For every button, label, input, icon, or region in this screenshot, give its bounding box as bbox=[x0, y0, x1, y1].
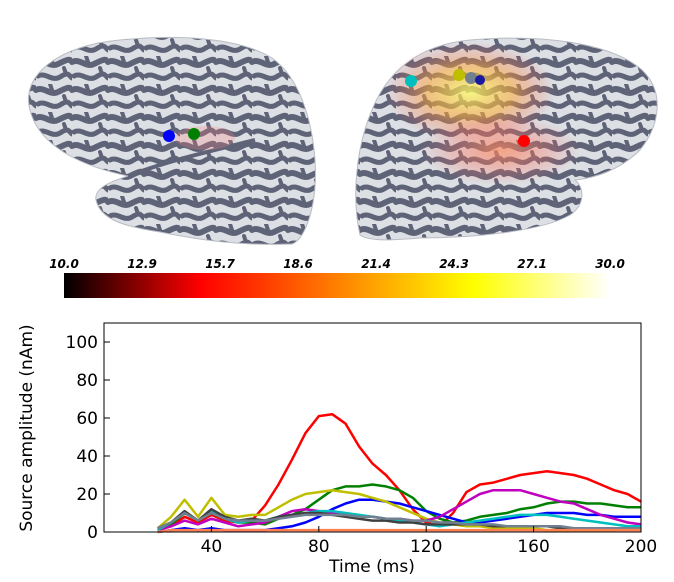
y-axis-label: Source amplitude (nAm) bbox=[17, 324, 37, 531]
series-line-5 bbox=[157, 509, 641, 532]
y-tick-label: 0 bbox=[87, 523, 98, 543]
cyan-sphere-icon bbox=[405, 75, 417, 87]
source-amplitude-chart: 40 80 120 160 200 0 20 40 60 80 100 Time (ms) Sou… bbox=[17, 322, 657, 577]
colorbar-tick-label: 24.3 bbox=[439, 257, 469, 271]
blue-sphere-icon bbox=[163, 130, 175, 142]
colorbar-tick-label: 21.4 bbox=[361, 257, 391, 271]
left-hemisphere bbox=[28, 36, 316, 245]
y-tick-label: 100 bbox=[66, 333, 98, 353]
x-tick-label: 120 bbox=[410, 537, 442, 557]
activation-region-temporal bbox=[420, 115, 580, 185]
brain-surface-renders bbox=[28, 36, 658, 245]
x-axis-ticks: 40 80 120 160 200 bbox=[201, 526, 657, 557]
x-tick-label: 200 bbox=[625, 537, 657, 557]
y-tick-label: 80 bbox=[76, 371, 98, 391]
colorbar-tick-label: 27.1 bbox=[517, 257, 547, 271]
red-sphere-icon bbox=[518, 135, 530, 147]
gray-sphere-icon bbox=[465, 72, 477, 84]
y-tick-label: 40 bbox=[76, 447, 98, 467]
right-hemisphere bbox=[355, 37, 658, 241]
series-line-7 bbox=[157, 511, 641, 530]
x-axis-label: Time (ms) bbox=[328, 557, 415, 577]
colorbar-tick-label: 15.7 bbox=[205, 257, 235, 271]
colorbar-tick-label: 10.0 bbox=[49, 257, 79, 271]
navy-sphere-icon bbox=[475, 75, 485, 85]
x-tick-label: 80 bbox=[308, 537, 330, 557]
colorbar-tick-label: 12.9 bbox=[127, 257, 157, 271]
series-layer bbox=[156, 412, 642, 534]
y-axis-ticks: 0 20 40 60 80 100 bbox=[66, 333, 110, 543]
y-tick-label: 20 bbox=[76, 485, 98, 505]
series-line-4 bbox=[157, 488, 642, 532]
plot-frame bbox=[103, 322, 642, 533]
green-sphere-icon bbox=[188, 128, 200, 140]
colorbar-gradient bbox=[64, 273, 610, 298]
colorbar-tick-label: 30.0 bbox=[595, 257, 625, 271]
colorbar-tick-label: 18.6 bbox=[283, 257, 313, 271]
x-tick-label: 40 bbox=[201, 537, 223, 557]
yellow-sphere-icon bbox=[453, 69, 465, 81]
series-line-8 bbox=[157, 528, 641, 534]
colorbar-tick-labels: 10.0 12.9 15.7 18.6 21.4 24.3 27.1 30.0 bbox=[49, 257, 625, 271]
y-tick-label: 60 bbox=[76, 409, 98, 429]
colorbar: 10.0 12.9 15.7 18.6 21.4 24.3 27.1 30.0 bbox=[49, 257, 625, 298]
x-tick-label: 160 bbox=[517, 537, 549, 557]
